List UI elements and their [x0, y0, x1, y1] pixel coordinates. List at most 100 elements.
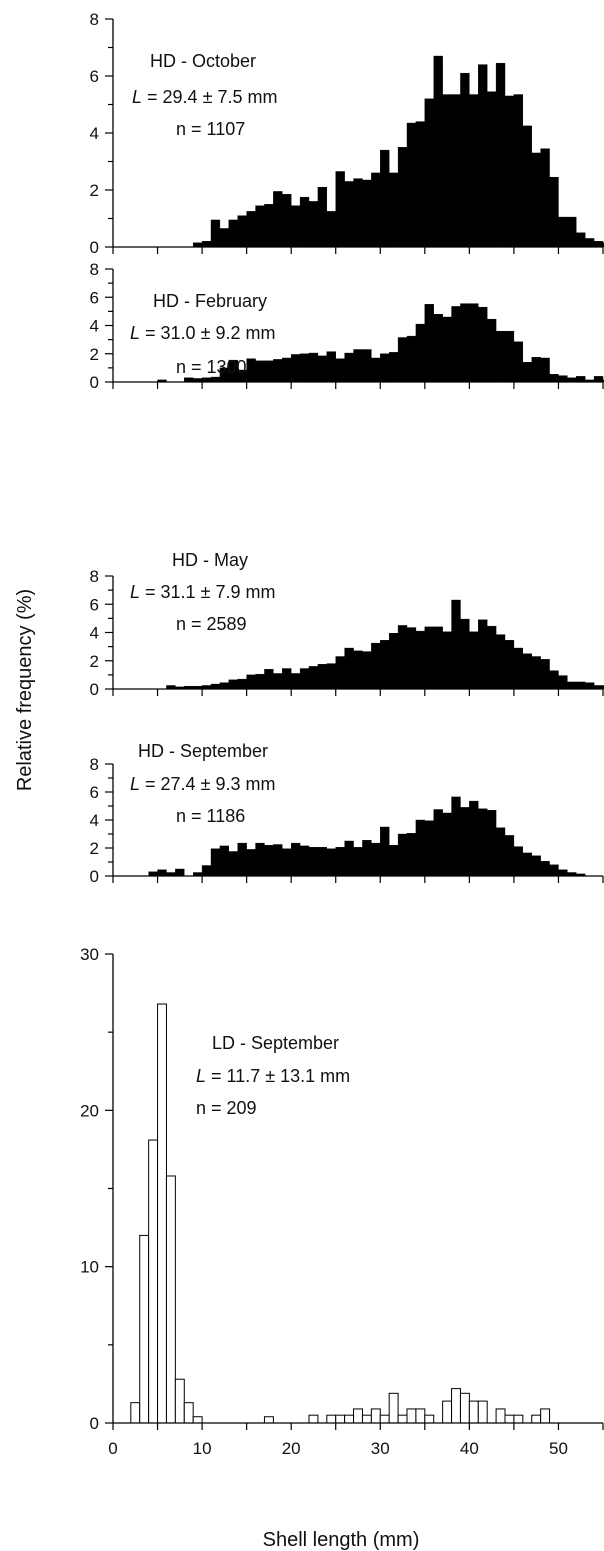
- histogram-bar: [540, 861, 550, 877]
- histogram-bar: [299, 353, 310, 383]
- histogram-bar: [397, 1414, 408, 1424]
- histogram-bar: [139, 1234, 150, 1424]
- histogram-bar: [478, 619, 488, 690]
- histogram-bar: [549, 374, 559, 383]
- histogram-bar: [584, 238, 595, 248]
- histogram-bar: [540, 1408, 551, 1424]
- histogram-bar: [468, 1400, 479, 1424]
- sample-size-label: n = 1186: [176, 806, 245, 826]
- histogram-bar: [264, 360, 274, 383]
- x-tick-label: 50: [549, 1439, 568, 1458]
- histogram-bar: [317, 664, 328, 690]
- mean-length-label: L = 27.4 ± 9.3 mm: [130, 774, 275, 794]
- histogram-bar: [308, 666, 319, 690]
- histogram-panel: 0 2 4 6 8 HD - October L = 29.4 ± 7.5 mm n = 11…: [90, 10, 604, 257]
- y-tick-label: 2: [90, 345, 99, 364]
- histogram-panel: 0 10 20 30 0 10 20 30 40 50 LD - September L = 11.7…: [80, 945, 604, 1458]
- histogram-bar: [558, 869, 568, 877]
- mean-length-label: L = 31.1 ± 7.9 mm: [130, 582, 275, 602]
- histogram-bar: [424, 1414, 435, 1424]
- histogram-bar: [540, 659, 550, 690]
- histogram-bar: [317, 847, 328, 877]
- histogram-bar: [290, 673, 301, 690]
- histogram-bar: [273, 844, 283, 877]
- x-tick-label: 20: [282, 1439, 301, 1458]
- histogram-bar: [246, 849, 256, 877]
- histogram-bar: [433, 809, 443, 877]
- histogram-bar: [290, 205, 301, 248]
- histogram-bar: [522, 653, 532, 690]
- histogram-bar: [344, 840, 354, 877]
- x-tick-label: 30: [371, 1439, 390, 1458]
- histogram-bar: [326, 351, 336, 383]
- histogram-bar: [451, 599, 461, 690]
- histogram-bar: [406, 122, 417, 248]
- histogram-bar: [273, 673, 283, 690]
- histogram-bar: [451, 306, 461, 383]
- histogram-bar: [433, 55, 443, 248]
- histogram-bar: [478, 306, 488, 383]
- histogram-bar: [290, 842, 301, 877]
- histogram-bar: [495, 827, 506, 877]
- histogram-bar: [540, 148, 550, 248]
- histogram-bar: [388, 172, 399, 248]
- histogram-bar: [442, 94, 452, 248]
- histogram-bar: [513, 647, 524, 690]
- histogram-bar: [584, 682, 595, 690]
- histogram-bar: [210, 848, 221, 877]
- histogram-bar: [397, 625, 408, 690]
- histogram-bar: [353, 847, 363, 877]
- histogram-bar: [157, 1003, 167, 1424]
- mean-length-symbol: L: [130, 582, 140, 602]
- panel-title: HD - September: [138, 741, 268, 761]
- histogram-bar: [380, 353, 390, 383]
- histogram-bar: [228, 679, 238, 690]
- mean-length-value: = 29.4 ± 7.5 mm: [142, 87, 277, 107]
- y-tick-label: 6: [90, 288, 99, 307]
- histogram-bar: [157, 869, 167, 877]
- histogram-bar: [388, 845, 399, 877]
- y-tick-label: 2: [90, 181, 99, 200]
- histogram-bar: [282, 848, 292, 877]
- histogram-bar: [370, 1408, 381, 1424]
- y-tick-label: 0: [90, 373, 99, 392]
- histogram-panel: 0 2 4 6 8 HD - February L = 31.0 ± 9.2 mm n = 1…: [90, 260, 604, 392]
- histogram-bar: [522, 125, 532, 248]
- histogram-bar: [558, 375, 568, 383]
- histogram-bar: [397, 833, 408, 877]
- histogram-bar: [192, 1416, 203, 1424]
- mean-length-symbol: L: [196, 1066, 206, 1086]
- histogram-bar: [513, 1414, 524, 1424]
- histogram-bar: [406, 1408, 417, 1424]
- histogram-bar: [165, 1175, 176, 1424]
- x-axis-title: Shell length (mm): [263, 1529, 420, 1551]
- histogram-bar: [415, 121, 426, 248]
- histogram-bar: [228, 219, 238, 248]
- histogram-bar: [424, 626, 434, 690]
- mean-length-label: L = 11.7 ± 13.1 mm: [196, 1066, 350, 1086]
- histogram-bar: [415, 819, 426, 877]
- histogram-bar: [522, 362, 532, 383]
- histogram-bar: [308, 352, 319, 383]
- histogram-bar: [290, 354, 301, 383]
- histogram-bar: [388, 1392, 399, 1424]
- histogram-bar: [255, 360, 265, 383]
- histogram-bar: [273, 191, 283, 248]
- histogram-bar: [477, 1400, 488, 1424]
- histogram-bar: [531, 152, 541, 248]
- histogram-bar: [353, 178, 363, 248]
- histogram-bar: [344, 352, 354, 383]
- histogram-bar: [371, 357, 381, 383]
- histogram-bar: [486, 91, 497, 248]
- panel-title: LD - September: [212, 1033, 339, 1053]
- y-tick-label: 6: [90, 67, 99, 86]
- histogram-bar: [388, 352, 399, 383]
- histogram-bar: [219, 682, 230, 690]
- histogram-bar: [246, 674, 256, 690]
- histogram-bar: [460, 303, 470, 383]
- histogram-bar: [469, 94, 479, 248]
- histogram-bar: [486, 810, 497, 877]
- sample-size-label: n = 1107: [176, 119, 245, 139]
- mean-length-value: = 31.1 ± 7.9 mm: [140, 582, 275, 602]
